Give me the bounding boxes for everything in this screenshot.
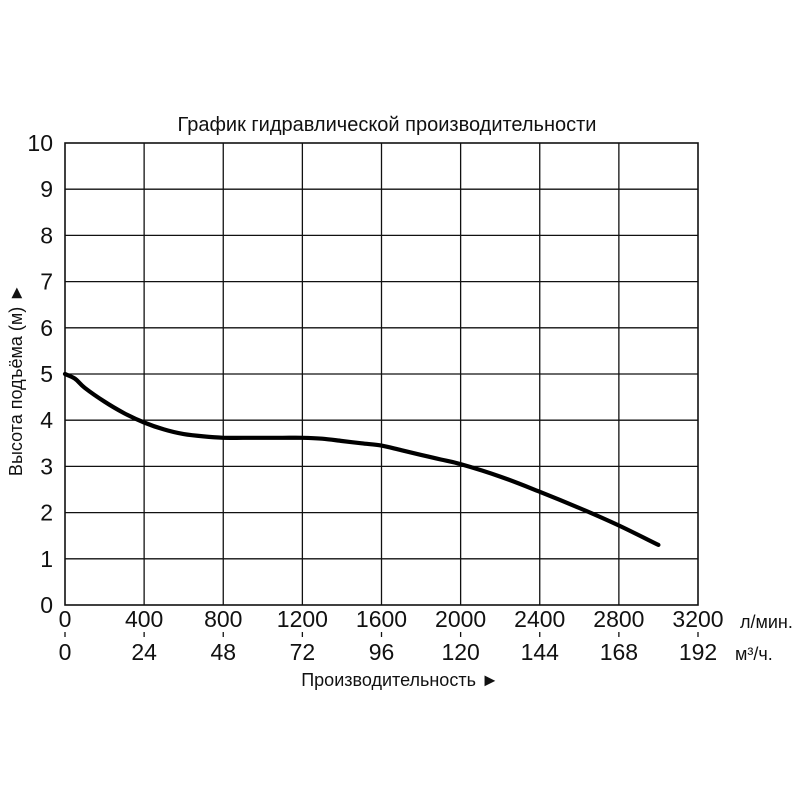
x2-tick-label: 48 bbox=[210, 639, 236, 665]
x-tick-label: 800 bbox=[204, 606, 242, 632]
y-tick-label: 8 bbox=[40, 222, 53, 248]
x-tick-label: 3200 bbox=[672, 606, 723, 632]
y-axis-label: Высота подъёма (м) ► bbox=[6, 284, 26, 476]
x2-tick-label: 144 bbox=[521, 639, 560, 665]
x-unit-label: л/мин. bbox=[740, 612, 793, 632]
x2-unit-label: м³/ч. bbox=[735, 644, 773, 664]
y-tick-label: 4 bbox=[40, 407, 53, 433]
x2-tick-label: 120 bbox=[441, 639, 479, 665]
y-tick-label: 2 bbox=[40, 500, 53, 526]
y-tick-label: 1 bbox=[40, 546, 53, 572]
y-tick-label: 3 bbox=[40, 453, 53, 479]
x-tick-label: 1200 bbox=[277, 606, 328, 632]
x2-tick-label: 72 bbox=[290, 639, 316, 665]
x2-tick-labels: 0 24 48 72 96 120 144 168 192 bbox=[59, 639, 718, 665]
x-axis-label: Производительность ► bbox=[301, 670, 499, 690]
grid bbox=[65, 143, 698, 605]
y-tick-label: 6 bbox=[40, 315, 53, 341]
x2-tick-label: 0 bbox=[59, 639, 72, 665]
x-tick-label: 2000 bbox=[435, 606, 486, 632]
y-tick-label: 10 bbox=[27, 130, 53, 156]
x-tick-label: 2800 bbox=[593, 606, 644, 632]
x-tick-label: 1600 bbox=[356, 606, 407, 632]
y-tick-label: 9 bbox=[40, 176, 53, 202]
x2-tick-label: 96 bbox=[369, 639, 395, 665]
x2-tick-label: 192 bbox=[679, 639, 717, 665]
x2-tick-label: 24 bbox=[131, 639, 157, 665]
x-tick-label: 0 bbox=[59, 606, 72, 632]
series-group bbox=[62, 371, 661, 547]
x-tick-label: 400 bbox=[125, 606, 163, 632]
y-tick-labels: 0 1 2 3 4 5 6 7 8 9 10 bbox=[27, 130, 53, 618]
x2-tick-label: 168 bbox=[600, 639, 638, 665]
y-tick-label: 5 bbox=[40, 361, 53, 387]
x-tick-labels: 0 400 800 1200 1600 2000 2400 2800 3200 bbox=[59, 606, 724, 637]
y-tick-label: 7 bbox=[40, 269, 53, 295]
y-tick-label: 0 bbox=[40, 592, 53, 618]
series-line bbox=[62, 371, 661, 547]
chart-title: График гидравлической производительности bbox=[178, 114, 597, 136]
x-tick-label: 2400 bbox=[514, 606, 565, 632]
